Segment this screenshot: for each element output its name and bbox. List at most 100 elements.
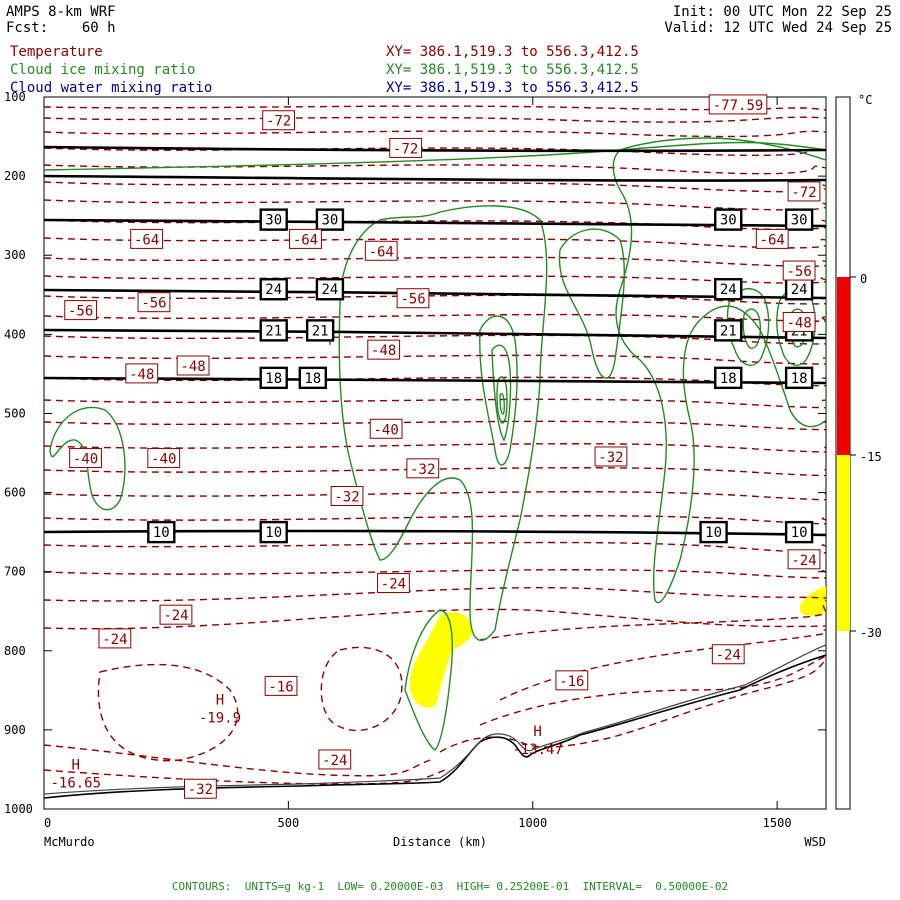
pressure-label: 18 [791, 371, 808, 387]
temperature-label-box [711, 644, 745, 665]
temperature-label: -64 [760, 232, 785, 248]
temperature-label-box [264, 675, 298, 696]
pressure-label: 10 [153, 525, 170, 541]
terrain-fill-line [44, 644, 826, 795]
high-value: -16.65 [50, 775, 101, 791]
y-tick-label: 500 [4, 406, 26, 420]
pressure-label-box [315, 278, 345, 301]
pressure-label: 10 [791, 525, 808, 541]
pressure-label-box [259, 319, 288, 342]
y-tick-label: 300 [4, 248, 26, 262]
model-name: AMPS 8-km WRF [6, 4, 116, 20]
temperature-label: -72 [266, 114, 291, 130]
terrain-line [44, 654, 826, 799]
temperature-label-box [125, 363, 159, 384]
colorbar-tick-1: -15 [860, 450, 882, 464]
y-tick-label: 600 [4, 486, 26, 500]
temperature-label: -77.59 [713, 98, 764, 114]
temperature-label-box [594, 446, 628, 467]
x-tick-label: 0 [44, 816, 51, 830]
temperature-label-box [369, 418, 403, 439]
x-tick-label: 500 [278, 816, 300, 830]
temperature-label-box [330, 486, 364, 507]
temperature-label: -64 [369, 244, 394, 260]
temperature-label: -24 [381, 577, 406, 593]
temperature-label: -72 [393, 141, 418, 157]
temperature-label-box [389, 137, 423, 158]
pressure-label: 24 [321, 282, 338, 298]
temperature-label-box [787, 549, 821, 570]
temperature-label-box [377, 573, 410, 594]
header-right: Init: 00 UTC Mon 22 Sep 25 Valid: 12 UTC… [664, 4, 892, 36]
temperature-label-box [98, 628, 132, 649]
temperature-label-box [787, 181, 821, 202]
temperature-label-box [184, 778, 217, 799]
high-marker: H [72, 757, 80, 773]
temperature-label: -32 [334, 490, 359, 506]
temperature-label: -48 [786, 315, 811, 331]
pressure-label-box [298, 366, 328, 390]
pressure-label-box [714, 366, 743, 390]
colorbar-unit: °C [858, 93, 872, 107]
temperature-label-box [147, 448, 181, 469]
pressure-label: 24 [720, 282, 737, 298]
temperature-label: -16 [559, 674, 584, 690]
pressure-label: 10 [705, 525, 722, 541]
y-tick-label: 800 [4, 644, 26, 658]
pressure-label-box [305, 319, 335, 342]
yellow-blob-right [800, 586, 826, 616]
pressure-label: 21 [720, 323, 737, 339]
temperature-label-box [782, 311, 816, 332]
y-tick-label: 700 [4, 565, 26, 579]
temperature-label-box [555, 670, 589, 691]
y-tick-label: 200 [4, 169, 26, 183]
y-tick-label: 1000 [4, 802, 33, 816]
temperature-label-box [289, 228, 322, 249]
temperature-label-box [159, 604, 193, 625]
pressure-label: 30 [791, 213, 808, 229]
contour-footer: CONTOURS: UNITS=g kg-1 LOW= 0.20000E-03 … [171, 880, 729, 893]
temperature-label: -24 [102, 632, 127, 648]
y-tick-label: 100 [4, 90, 26, 104]
temperature-label: -48 [129, 367, 154, 383]
pressure-label: 21 [312, 323, 329, 339]
temperature-label-box [137, 292, 171, 313]
pressure-label: 10 [265, 525, 282, 541]
high-labels: H -19.9 H -13.47 H -16.65 [50, 693, 562, 792]
legend-temperature: Temperature [10, 44, 103, 60]
temperature-label: -32 [410, 462, 435, 478]
high-marker: H [533, 724, 541, 740]
pressure-line-labels: 3030303024242424212121211818181810101010 [147, 208, 814, 544]
temperature-label: -72 [791, 185, 816, 201]
x-tick-label: 1500 [763, 816, 792, 830]
axes: 100 200 300 400 500 600 700 800 900 1000 0 500 1000 1… [4, 90, 826, 830]
pressure-label: 30 [720, 213, 737, 229]
pressure-label-box [714, 208, 743, 231]
temperature-label: -40 [373, 422, 398, 438]
y-tick-label: 900 [4, 723, 26, 737]
pressure-label: 24 [265, 282, 282, 298]
y-tick-label: 400 [4, 327, 26, 341]
high-value: -13.47 [512, 742, 563, 758]
temperature-labels: -72-72-72-77.59-64 -64-64-64-56-56 -56 -56-… [64, 94, 821, 799]
temperature-label-box [64, 300, 98, 321]
cloud-ice-contours [44, 137, 826, 751]
temperature-label-box [318, 749, 352, 770]
pressure-label: 30 [321, 213, 338, 229]
temperature-label: -56 [786, 264, 811, 280]
pressure-label: 21 [265, 323, 282, 339]
temperature-label-box [69, 448, 102, 469]
temperature-label-box [782, 260, 816, 281]
temperature-label: -56 [68, 304, 93, 320]
temperature-label: -24 [716, 648, 741, 664]
temperature-label-box [176, 355, 210, 376]
temperature-label: -32 [188, 782, 213, 798]
high-marker: H [216, 693, 224, 709]
header-left: AMPS 8-km WRF Fcst: 60 h [6, 4, 116, 36]
pressure-label: 18 [304, 371, 321, 387]
temperature-label: -32 [598, 450, 623, 466]
temperature-label-box [396, 288, 430, 309]
temperature-label: -48 [180, 359, 205, 375]
pressure-label-box [784, 520, 814, 544]
